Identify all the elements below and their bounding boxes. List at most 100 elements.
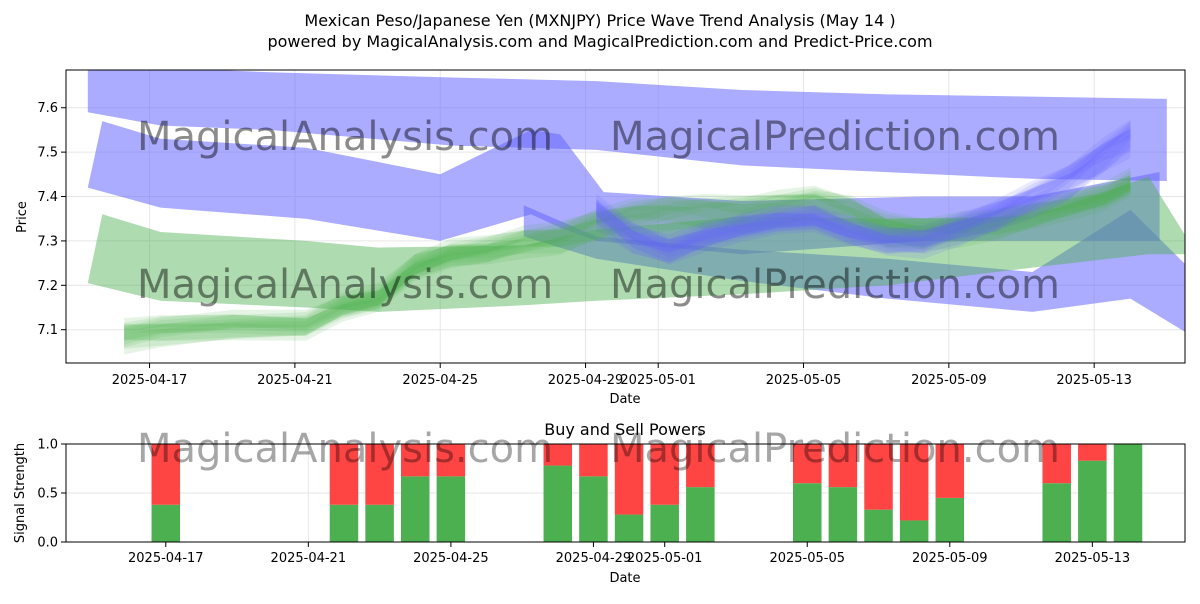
sell-bar bbox=[899, 444, 929, 521]
buy-bar bbox=[543, 465, 573, 542]
price-bands-clip bbox=[87, 70, 1185, 355]
buy-sell-chart: Buy and Sell Powers MagicalAnalysis.com M… bbox=[13, 420, 1186, 586]
sell-bar bbox=[400, 444, 430, 477]
wave-layer bbox=[596, 128, 1131, 264]
price-x-tick-label: 2025-05-09 bbox=[911, 373, 987, 388]
buy-sell-x-tick-label: 2025-04-17 bbox=[128, 551, 204, 566]
buy-sell-y-axis-label: Signal Strength bbox=[13, 443, 28, 543]
buy-sell-x-tick-label: 2025-04-25 bbox=[413, 551, 489, 566]
band-0 bbox=[87, 70, 1167, 181]
watermark-text: MagicalAnalysis.com bbox=[137, 114, 553, 160]
price-x-axis-label: Date bbox=[609, 392, 640, 407]
buy-sell-x-tick-label: 2025-04-29 bbox=[556, 551, 632, 566]
buy-bar bbox=[151, 504, 181, 542]
buy-bar bbox=[899, 520, 929, 542]
wave-layer bbox=[124, 179, 1131, 345]
sell-bar bbox=[329, 444, 359, 505]
price-x-tick-label: 2025-04-21 bbox=[257, 373, 333, 388]
sell-bar bbox=[1078, 444, 1107, 461]
price-x-tick-label: 2025-04-17 bbox=[112, 373, 188, 388]
buy-bar bbox=[828, 487, 858, 542]
buy-sell-y-tick-label: 0.5 bbox=[37, 487, 58, 502]
buy-sell-x-tick-label: 2025-05-01 bbox=[627, 551, 703, 566]
buy-sell-title: Buy and Sell Powers bbox=[544, 420, 706, 439]
sell-bar bbox=[365, 444, 394, 505]
price-x-tick-label: 2025-05-13 bbox=[1056, 373, 1132, 388]
buy-bar bbox=[1078, 460, 1107, 542]
price-y-tick-label: 7.1 bbox=[37, 323, 58, 338]
price-x-tick-label: 2025-04-29 bbox=[548, 373, 624, 388]
watermark-text: MagicalPrediction.com bbox=[610, 114, 1060, 160]
price-watermarks: MagicalAnalysis.com MagicalPrediction.com… bbox=[137, 114, 1060, 308]
sell-bar bbox=[864, 444, 893, 510]
wave-layer bbox=[124, 170, 1131, 337]
price-wave-chart: MagicalAnalysis.com MagicalPrediction.com… bbox=[15, 69, 1186, 407]
watermark-text: MagicalPrediction.com bbox=[610, 426, 1060, 472]
buy-bar bbox=[1113, 444, 1143, 542]
watermark-text: MagicalAnalysis.com bbox=[137, 426, 553, 472]
buy-sell-watermarks: MagicalAnalysis.com MagicalPrediction.com bbox=[137, 426, 1060, 472]
wave-layer bbox=[596, 122, 1131, 263]
sell-bar bbox=[828, 444, 858, 488]
buy-sell-y-tick-label: 0.0 bbox=[37, 536, 58, 551]
price-y-tick-label: 7.2 bbox=[37, 279, 58, 294]
buy-sell-x-tick-label: 2025-05-05 bbox=[769, 551, 845, 566]
sell-bar bbox=[579, 444, 608, 477]
buy-bar bbox=[792, 483, 822, 542]
wave-layer bbox=[596, 133, 1131, 262]
watermark-text: MagicalAnalysis.com bbox=[137, 262, 553, 308]
price-y-ticks: 7.1 7.2 7.3 7.4 7.5 7.6 bbox=[37, 101, 66, 338]
chart-subtitle: powered by MagicalAnalysis.com and Magic… bbox=[267, 32, 932, 51]
price-x-tick-label: 2025-05-01 bbox=[620, 373, 696, 388]
price-y-axis-label: Price bbox=[15, 201, 30, 233]
price-x-ticks: 2025-04-17 2025-04-21 2025-04-25 2025-04-29… bbox=[112, 363, 1132, 388]
buy-sell-x-tick-label: 2025-04-21 bbox=[271, 551, 347, 566]
wave-layer bbox=[596, 121, 1131, 254]
chart-title: Mexican Peso/Japanese Yen (MXNJPY) Price… bbox=[304, 11, 895, 30]
buy-sell-x-tick-label: 2025-05-09 bbox=[912, 551, 988, 566]
sell-bar bbox=[792, 444, 822, 484]
buy-sell-x-axis-label: Date bbox=[609, 571, 640, 586]
price-bands bbox=[87, 70, 1185, 355]
sell-bar bbox=[436, 444, 466, 477]
buy-sell-y-tick-label: 1.0 bbox=[37, 438, 58, 453]
wave-layer bbox=[596, 124, 1131, 253]
price-y-tick-label: 7.6 bbox=[37, 101, 58, 116]
band-1 bbox=[87, 121, 1160, 255]
band-3 bbox=[87, 176, 1185, 312]
sell-bar bbox=[614, 444, 644, 515]
buy-sell-x-tick-label: 2025-05-13 bbox=[1055, 551, 1131, 566]
sell-bar bbox=[935, 444, 965, 498]
price-axes-frame bbox=[65, 69, 1186, 364]
price-y-tick-label: 7.4 bbox=[37, 190, 58, 205]
buy-bar bbox=[864, 509, 893, 542]
wave-layer bbox=[596, 119, 1131, 259]
buy-bar bbox=[329, 504, 359, 542]
buy-bar bbox=[400, 476, 430, 542]
wave-layer bbox=[124, 175, 1131, 349]
price-y-tick-label: 7.3 bbox=[37, 234, 58, 249]
buy-sell-y-ticks: 0.0 0.5 1.0 bbox=[37, 438, 66, 551]
buy-bar bbox=[365, 504, 394, 542]
sell-bar bbox=[686, 444, 715, 488]
band-2 bbox=[523, 205, 1185, 332]
wave-layer bbox=[124, 183, 1131, 348]
buy-bar bbox=[650, 504, 679, 542]
buy-sell-x-ticks: 2025-04-17 2025-04-21 2025-04-25 2025-04-29… bbox=[128, 542, 1130, 566]
price-x-tick-label: 2025-05-05 bbox=[766, 373, 842, 388]
wave-layer bbox=[596, 129, 1131, 258]
watermark-text: MagicalPrediction.com bbox=[610, 262, 1060, 308]
price-y-tick-label: 7.5 bbox=[37, 146, 58, 161]
buy-bar bbox=[579, 476, 608, 542]
wave-layer bbox=[596, 128, 1131, 265]
buy-bar bbox=[935, 497, 965, 542]
buy-bar bbox=[686, 487, 715, 542]
wave-layer bbox=[124, 174, 1131, 341]
sell-bar bbox=[1042, 444, 1071, 484]
sell-bar bbox=[543, 444, 573, 466]
price-x-tick-label: 2025-04-25 bbox=[402, 373, 478, 388]
buy-bar bbox=[614, 514, 644, 542]
buy-bar bbox=[1042, 483, 1071, 542]
sell-bar bbox=[151, 444, 181, 505]
